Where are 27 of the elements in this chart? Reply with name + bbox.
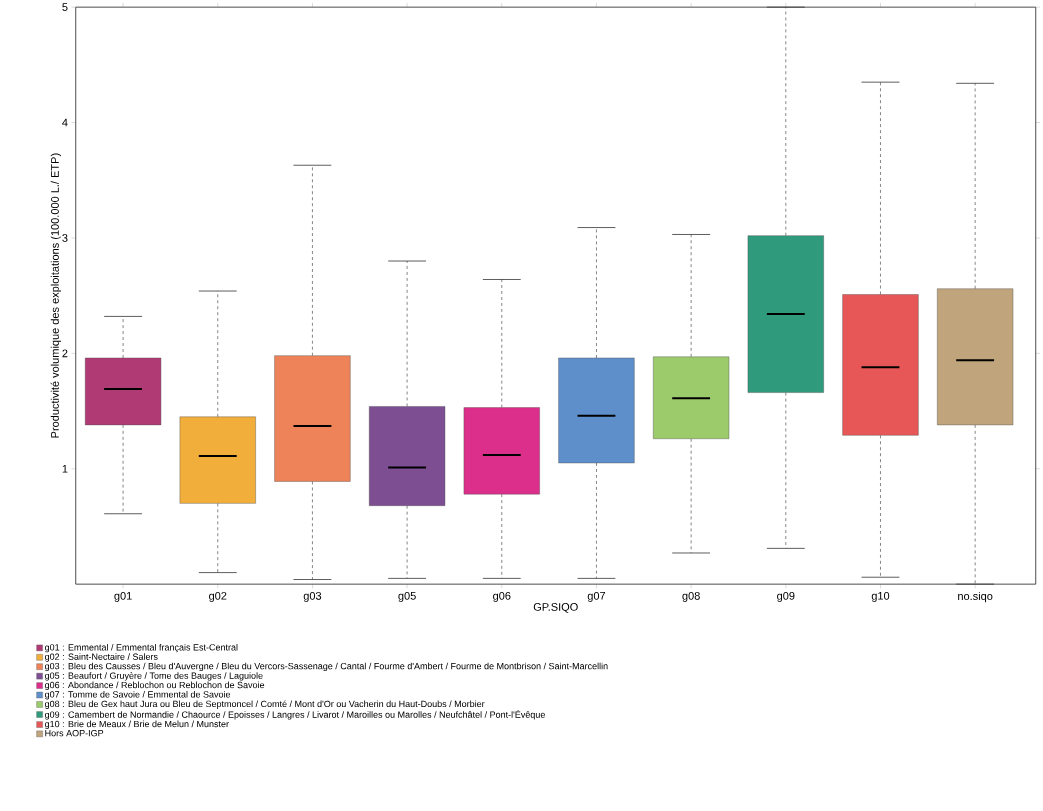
legend-label: g08 : Bleu de Gex haut Jura ou Bleu de Septmoncel / Comté / Mont d'Or ou Vacherin du Haut-Doubs / Morbier [44,700,485,709]
x-tick-label: g10 [871,591,890,602]
x-tick-label: g06 [493,591,511,602]
legend-label: g09 : Camembert de Normandie / Chaource / Epoisses / Langres / Livarot / Maroilles ou Marolles / Neufchâtel / Pont-l'Évêque [44,709,545,720]
x-tick-label: g09 [777,591,795,602]
y-tick-label: 5 [62,3,68,11]
x-tick-label: g01 [114,591,132,602]
x-tick-label: g02 [209,591,227,602]
x-tick-label: no.siqo [958,591,993,602]
y-tick-label: 3 [62,233,68,242]
y-tick-label: 2 [62,349,68,357]
x-tick-label: g08 [682,591,700,602]
legend-label: g06 : Abondance / Reblochon ou Reblochon de Savoie [44,681,265,690]
legend-label: g02 : Saint-Nectaire / Salers [44,653,158,662]
legend-label: g03 : Bleu des Causses / Bleu d'Auvergne / Bleu du Vercors-Sassenage / Cantal / Fourme d'Ambert / Fourme de Montbrison / Saint-Marcellin [44,662,608,671]
x-axis-title: GP.SIQO [533,602,578,613]
x-tick-label: g07 [587,591,606,602]
y-tick-label: 4 [62,118,68,127]
legend-label: g10 : Brie de Meaux / Brie de Melun / Munster [44,720,229,729]
x-tick-label: g05 [398,591,416,602]
y-tick-label: 1 [62,464,68,473]
legend-label: g01 : Emmental / Emmental français Est-Central [44,643,238,653]
legend-label: g05 : Beaufort / Gruyère / Tome des Bauges / Laguiole [44,671,263,681]
legend-label: g07 : Tomme de Savoie / Emmental de Savoie [44,690,231,700]
x-tick-label: g03 [303,591,322,602]
legend-label: Hors AOP-IGP [45,729,104,737]
y-axis-title: Productivité volumique des exploitations (100.000 L./ ETP) [50,153,62,438]
